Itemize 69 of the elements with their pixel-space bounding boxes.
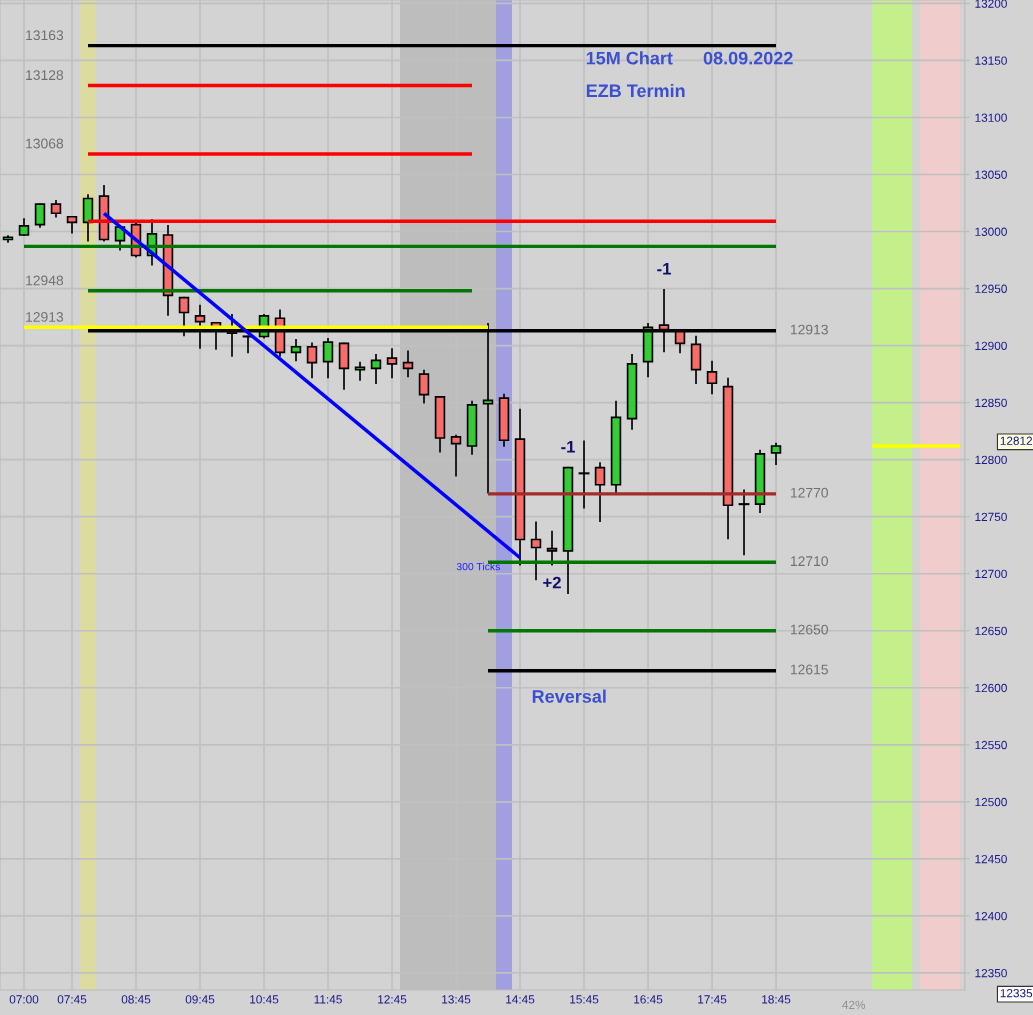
candlestick <box>290 339 302 362</box>
x-tick-label: 16:45 <box>634 995 663 1004</box>
series-label: 12770 <box>790 487 828 498</box>
series-label: 12913 <box>26 311 64 322</box>
candlestick <box>530 521 542 581</box>
candlestick <box>706 360 718 395</box>
annotation: 300 Ticks <box>456 562 500 571</box>
y-tick-label: 12900 <box>975 341 1007 350</box>
y-tick-label: 12950 <box>975 284 1007 293</box>
x-tick-label: 17:45 <box>698 995 727 1004</box>
x-tick-label: 18:45 <box>762 995 791 1004</box>
y-tick-label: 13200 <box>975 0 1007 8</box>
candlestick <box>386 348 398 379</box>
x-tick-label: 14:45 <box>506 995 535 1004</box>
candlestick <box>306 342 318 379</box>
candlestick <box>354 361 366 381</box>
x-tick-label: 15:45 <box>570 995 599 1004</box>
y-tick-label: 13100 <box>975 113 1007 122</box>
text: 12335 <box>1000 989 1033 998</box>
y-tick-label: 12650 <box>975 626 1007 636</box>
candlestick <box>578 440 590 509</box>
text: 12812 <box>1000 436 1033 445</box>
y-tick-label: 12400 <box>975 911 1007 921</box>
annotation: -1 <box>657 263 671 275</box>
series-label: 12710 <box>790 556 828 567</box>
series-label: 12913 <box>790 324 828 335</box>
x-tick-label: 09:45 <box>185 995 215 1004</box>
annotation: +2 <box>543 576 561 589</box>
x-tick-label: 11:45 <box>314 995 342 1004</box>
candlestick <box>738 489 750 556</box>
candlestick <box>322 337 334 379</box>
series-label: 13163 <box>26 30 64 41</box>
candlestick <box>418 369 430 404</box>
y-tick-label: 12350 <box>975 968 1007 978</box>
text: EZB Termin <box>586 83 685 98</box>
candlestick <box>594 462 606 523</box>
y-tick-label: 12850 <box>975 398 1007 408</box>
x-tick-label: 08:45 <box>121 995 151 1004</box>
y-tick-label: 12450 <box>975 854 1007 864</box>
y-tick-label: 12800 <box>975 455 1007 465</box>
series-label: 13128 <box>26 70 64 81</box>
annotation: -1 <box>561 441 575 453</box>
candlestick <box>242 335 254 354</box>
candlestick <box>546 530 558 566</box>
series-label: 12650 <box>790 624 828 635</box>
y-tick-label: 12700 <box>975 569 1007 579</box>
candlestick <box>402 350 414 378</box>
y-tick-label: 12750 <box>975 512 1007 522</box>
text: 42% <box>842 1000 866 1009</box>
y-tick-label: 13150 <box>975 56 1007 65</box>
series-label: 13068 <box>26 138 64 149</box>
y-tick-label: 12500 <box>975 797 1007 807</box>
candlestick <box>450 434 462 477</box>
x-tick-label: 10:45 <box>250 995 279 1004</box>
x-tick-label: 13:45 <box>442 995 471 1004</box>
y-tick-label: 12600 <box>975 683 1007 693</box>
series-label: 12948 <box>26 275 64 286</box>
series-label: 12615 <box>790 664 828 675</box>
x-tick-label: 12:45 <box>378 995 407 1004</box>
y-tick-label: 13000 <box>975 227 1007 236</box>
candlestick <box>770 442 782 466</box>
y-tick-label: 13050 <box>975 170 1007 179</box>
x-tick-label: 07:45 <box>57 995 87 1004</box>
text: 15M Chart 08.09.2022 <box>586 51 793 65</box>
x-tick-label: 07:00 <box>9 995 39 1004</box>
y-tick-label: 12550 <box>975 740 1007 750</box>
candlestick <box>370 353 382 385</box>
annotation: Reversal <box>532 689 606 703</box>
candlestick <box>34 203 46 228</box>
